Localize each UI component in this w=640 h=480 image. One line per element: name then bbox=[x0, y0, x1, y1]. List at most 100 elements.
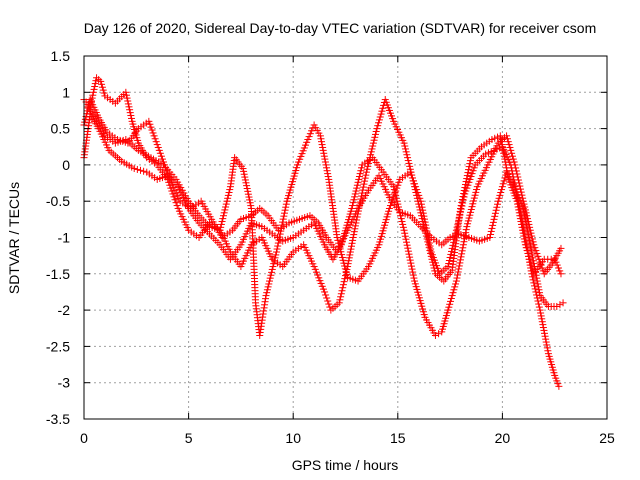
data-point-fill bbox=[371, 130, 379, 138]
data-point-fill bbox=[404, 157, 412, 165]
data-point-fill bbox=[388, 199, 396, 207]
data-point-fill bbox=[509, 155, 517, 163]
data-point-fill bbox=[509, 173, 517, 181]
data-point-fill bbox=[275, 236, 283, 244]
data-point-fill bbox=[472, 188, 480, 196]
data-point-fill bbox=[463, 175, 471, 183]
data-point-fill bbox=[537, 312, 545, 320]
data-point-fill bbox=[411, 180, 419, 188]
data-point-fill bbox=[349, 199, 357, 207]
data-point-fill bbox=[409, 177, 417, 185]
data-point-fill bbox=[100, 89, 108, 97]
data-point-fill bbox=[270, 260, 278, 268]
data-point-fill bbox=[325, 300, 333, 308]
data-point-fill bbox=[150, 132, 158, 140]
data-point-fill bbox=[397, 215, 405, 223]
data-point-fill bbox=[241, 176, 249, 184]
data-point-fill bbox=[346, 248, 354, 256]
data-point-fill bbox=[448, 244, 456, 252]
data-point-fill bbox=[520, 226, 528, 234]
data-point-fill bbox=[518, 218, 526, 226]
data-point-fill bbox=[454, 271, 462, 279]
data-point-fill bbox=[98, 83, 106, 91]
data-point-fill bbox=[458, 247, 466, 255]
data-point-fill bbox=[462, 229, 470, 237]
data-point-fill bbox=[172, 199, 180, 207]
data-point-fill bbox=[459, 196, 467, 204]
data-point-fill bbox=[507, 164, 515, 172]
data-point-fill bbox=[542, 338, 550, 346]
data-point-fill bbox=[455, 214, 463, 222]
data-point-fill bbox=[463, 172, 471, 180]
data-point-fill bbox=[469, 167, 477, 175]
data-point-fill bbox=[220, 209, 228, 217]
data-point bbox=[122, 88, 130, 96]
data-point-fill bbox=[246, 196, 254, 204]
data-point-fill bbox=[541, 332, 549, 340]
data-point-fill bbox=[89, 88, 97, 96]
data-point-fill bbox=[341, 262, 349, 270]
data-point-fill bbox=[452, 229, 460, 237]
data-point-fill bbox=[447, 297, 455, 305]
data-point-fill bbox=[534, 252, 542, 260]
y-tick-label: 0.5 bbox=[51, 121, 71, 137]
data-point-fill bbox=[410, 274, 418, 282]
data-point-fill bbox=[263, 286, 271, 294]
data-point-fill bbox=[453, 274, 461, 282]
data-point bbox=[362, 168, 370, 176]
data-point-fill bbox=[350, 228, 358, 236]
data-point bbox=[262, 292, 270, 300]
data-point-fill bbox=[374, 122, 382, 130]
data-point-fill bbox=[515, 203, 523, 211]
data-point-fill bbox=[527, 264, 535, 272]
data-point bbox=[517, 212, 525, 220]
data-point-fill bbox=[525, 255, 533, 263]
data-point-fill bbox=[282, 200, 290, 208]
data-point bbox=[390, 183, 398, 191]
y-tick-label: -3.5 bbox=[46, 411, 70, 427]
data-point-fill bbox=[126, 109, 134, 117]
data-point-fill bbox=[170, 193, 178, 201]
data-point bbox=[551, 255, 559, 263]
data-point-fill bbox=[424, 230, 432, 238]
data-point bbox=[452, 277, 460, 285]
data-point-fill bbox=[542, 335, 550, 343]
data-point-fill bbox=[169, 190, 177, 198]
data-point-fill bbox=[389, 196, 397, 204]
data-point-fill bbox=[532, 271, 540, 279]
data-point-fill bbox=[495, 194, 503, 202]
data-point-fill bbox=[268, 268, 276, 276]
y-tick-label: -3 bbox=[58, 375, 71, 391]
data-point-fill bbox=[407, 171, 415, 179]
data-point-fill bbox=[500, 177, 508, 185]
data-point-fill bbox=[425, 239, 433, 247]
data-point-fill bbox=[525, 236, 533, 244]
data-point-fill bbox=[494, 200, 502, 208]
data-point-fill bbox=[348, 239, 356, 247]
data-point-fill bbox=[487, 227, 495, 235]
data-point bbox=[145, 117, 153, 125]
data-point-fill bbox=[446, 253, 454, 261]
x-tick-label: 15 bbox=[390, 430, 406, 446]
data-point-fill bbox=[526, 223, 534, 231]
data-point-fill bbox=[538, 315, 546, 323]
data-point-fill bbox=[265, 280, 273, 288]
data-point-fill bbox=[405, 159, 413, 167]
data-point-fill bbox=[446, 300, 454, 308]
data-point bbox=[507, 161, 515, 169]
data-point-fill bbox=[393, 197, 401, 205]
data-point-fill bbox=[497, 188, 505, 196]
data-point-fill bbox=[470, 164, 478, 172]
data-point-fill bbox=[462, 226, 470, 234]
data-point-fill bbox=[340, 259, 348, 267]
data-point-fill bbox=[533, 291, 541, 299]
data-point-fill bbox=[349, 234, 357, 241]
x-tick-label: 0 bbox=[80, 430, 88, 446]
chart-title: Day 126 of 2020, Sidereal Day-to-day VTE… bbox=[84, 20, 597, 36]
data-point-fill bbox=[321, 158, 329, 166]
data-point-fill bbox=[361, 174, 369, 182]
data-point-fill bbox=[427, 245, 435, 253]
data-point-fill bbox=[318, 141, 326, 149]
data-point-fill bbox=[457, 253, 465, 261]
data-point-fill bbox=[409, 271, 417, 279]
